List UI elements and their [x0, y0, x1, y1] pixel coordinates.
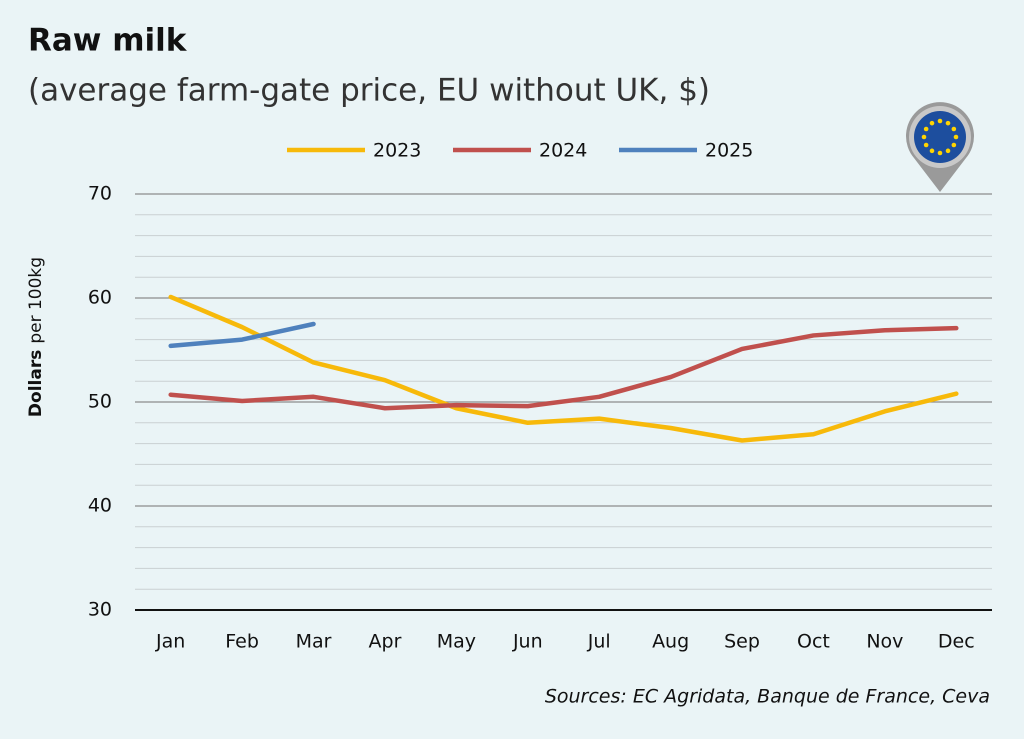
- star: [929, 120, 935, 126]
- eu-pin-icon: [906, 102, 974, 192]
- x-tick-label: Aug: [652, 631, 689, 653]
- star: [945, 120, 951, 126]
- y-axis-label: Dollars per 100kg: [26, 257, 46, 417]
- x-tick-label: Dec: [938, 631, 975, 653]
- chart-subtitle: (average farm-gate price, EU without UK,…: [28, 73, 710, 109]
- x-tick-label: Apr: [369, 631, 402, 653]
- y-tick-label: 60: [88, 287, 112, 309]
- star: [923, 142, 929, 148]
- star: [921, 134, 927, 140]
- x-tick-label: Mar: [296, 631, 332, 653]
- y-tick-label: 40: [88, 495, 112, 517]
- source-note: Sources: EC Agridata, Banque de France, …: [545, 686, 990, 708]
- star: [929, 148, 935, 154]
- star: [953, 134, 959, 140]
- x-tick-label: Jul: [587, 631, 611, 653]
- y-tick-label: 70: [88, 183, 112, 205]
- x-tick-label: Sep: [724, 631, 760, 653]
- x-tick-label: Feb: [225, 631, 259, 653]
- star: [951, 126, 957, 132]
- y-tick-label: 30: [88, 599, 112, 621]
- x-tick-label: Oct: [797, 631, 830, 653]
- y-tick-label: 50: [88, 391, 112, 413]
- star: [937, 118, 943, 124]
- y-label-bold: Dollars: [26, 350, 46, 417]
- x-tick-label: Jun: [512, 631, 543, 653]
- star: [945, 148, 951, 154]
- x-tick-label: Nov: [866, 631, 903, 653]
- star: [923, 126, 929, 132]
- legend-label: 2025: [705, 140, 753, 162]
- star: [937, 150, 943, 156]
- chart-title: Raw milk: [28, 23, 188, 59]
- star: [951, 142, 957, 148]
- legend-label: 2023: [373, 140, 421, 162]
- x-tick-label: May: [437, 631, 476, 653]
- legend-label: 2024: [539, 140, 587, 162]
- series-line: [168, 321, 316, 349]
- series-line: [168, 325, 959, 411]
- y-label-rest: per 100kg: [26, 257, 46, 344]
- series-line: [168, 294, 959, 443]
- x-tick-label: Jan: [155, 631, 185, 653]
